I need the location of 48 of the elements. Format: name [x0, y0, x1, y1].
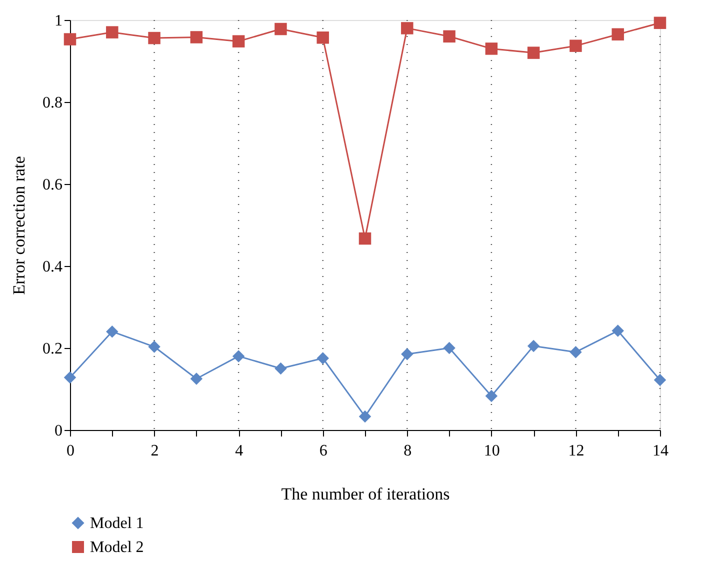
point: [654, 16, 666, 29]
point: [358, 232, 372, 245]
point: [654, 374, 666, 386]
x-tick-label: 8: [404, 442, 412, 460]
y-tick-label: 0: [54, 422, 62, 440]
point: [148, 340, 160, 353]
point: [401, 22, 414, 34]
point: [570, 40, 582, 52]
y-tick-label: 1: [54, 12, 62, 30]
point: [64, 33, 76, 46]
x-tick-label: 14: [652, 442, 668, 460]
x-axis-title: The number of iterations: [281, 484, 450, 504]
point: [148, 32, 160, 44]
point: [232, 350, 245, 362]
point: [612, 28, 624, 40]
x-tick-label: 6: [319, 442, 328, 460]
point: [527, 46, 540, 59]
legend-label: Model 1: [90, 515, 144, 532]
y-tick-label: 0.8: [42, 94, 62, 112]
point: [612, 324, 624, 337]
y-tick-label: 0.2: [42, 340, 62, 358]
y-axis-title: Error correction rate: [10, 156, 28, 295]
point: [190, 372, 203, 385]
point: [443, 342, 456, 354]
y-tick-label: 0.4: [42, 258, 62, 276]
x-tick-label: 0: [66, 442, 74, 460]
point: [274, 22, 287, 36]
point: [106, 26, 118, 38]
point: [527, 340, 540, 352]
point: [64, 371, 76, 384]
point: [570, 346, 582, 358]
point: [232, 35, 245, 48]
x-tick-label: 2: [150, 442, 159, 460]
y-tick-label: 0.6: [42, 176, 62, 194]
point: [485, 42, 498, 55]
point: [106, 325, 118, 338]
x-tick-label: 4: [235, 442, 244, 460]
point: [316, 32, 329, 44]
point: [401, 348, 414, 360]
legend-label: Model 2: [90, 539, 144, 556]
x-tick-label: 12: [568, 442, 584, 460]
x-tick-label: 10: [484, 442, 500, 460]
point: [443, 30, 456, 43]
point: [190, 31, 203, 44]
point: [485, 390, 498, 402]
point: [274, 362, 287, 375]
point: [358, 410, 372, 423]
point: [316, 352, 329, 364]
